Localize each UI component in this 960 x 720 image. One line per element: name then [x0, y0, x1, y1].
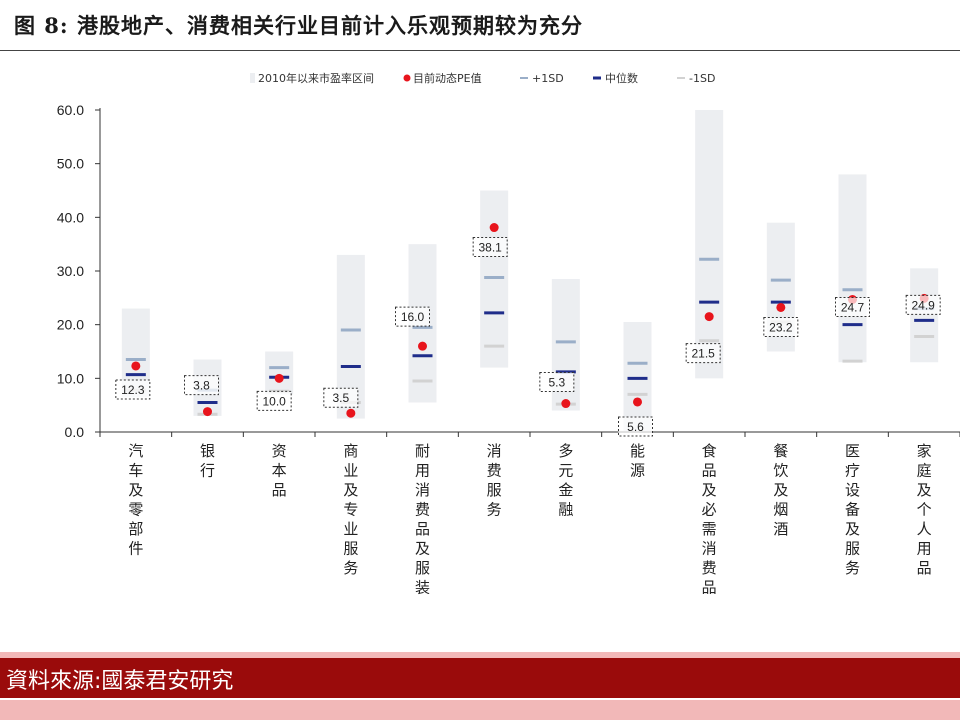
- current-pe-label: 3.5: [332, 391, 349, 405]
- current-pe-label-box: [472, 237, 508, 258]
- legend-label: 中位数: [605, 71, 638, 85]
- category-label: 消费服务: [487, 442, 502, 519]
- current-pe-label: 12.3: [121, 383, 145, 397]
- source-text: 資料來源:國泰君安研究: [6, 669, 234, 694]
- current-pe-point: [418, 341, 427, 351]
- current-pe-label: 10.0: [262, 394, 286, 408]
- category-label: 能源: [630, 442, 645, 480]
- current-pe-label-box: [115, 379, 151, 400]
- current-pe-label: 3.8: [193, 379, 210, 393]
- y-tick-label: 10.0: [57, 370, 84, 386]
- legend-range-swatch: [250, 73, 255, 83]
- current-pe-point: [704, 312, 714, 322]
- legend-label: -1SD: [689, 72, 715, 85]
- current-pe-label: 24.7: [841, 300, 865, 314]
- range-bar: [265, 351, 294, 395]
- range-bar: [695, 110, 724, 379]
- current-pe-label: 5.3: [548, 376, 565, 390]
- current-pe-label-box: [905, 294, 941, 315]
- y-tick-label: 50.0: [57, 156, 84, 172]
- current-pe-label: 21.5: [691, 347, 715, 361]
- category-label: 多元金融: [558, 442, 573, 519]
- y-tick-label: 30.0: [57, 263, 84, 279]
- current-pe-point: [346, 408, 356, 418]
- range-bar: [910, 268, 939, 363]
- current-pe-point: [203, 407, 212, 417]
- category-label: 商业及专业服务: [343, 442, 358, 577]
- current-pe-point: [131, 361, 141, 371]
- category-label: 医疗设备及服务: [845, 442, 860, 577]
- category-label: 餐饮及烟酒: [773, 442, 788, 538]
- current-pe-label-box: [685, 343, 721, 364]
- legend-label: 2010年以来市盈率区间: [258, 71, 374, 85]
- current-pe-label: 24.9: [911, 298, 935, 312]
- current-pe-label: 38.1: [478, 241, 502, 255]
- category-label: 汽车及零部件: [128, 442, 143, 558]
- y-tick-label: 0.0: [65, 424, 85, 440]
- current-pe-label-box: [618, 416, 653, 437]
- legend-label: +1SD: [532, 72, 564, 85]
- source-bar: 資料來源:國泰君安研究: [0, 658, 960, 698]
- category-label: 家庭及个人用品: [917, 442, 932, 577]
- range-bar: [480, 190, 509, 368]
- y-tick-label: 60.0: [57, 102, 84, 118]
- current-pe-label-box: [395, 306, 430, 327]
- pe-range-chart: 60.0 50.0 40.0 30.0 20.0 10.0 0.0 2010年以来市盈率区间 目…: [57, 71, 960, 597]
- chart-title: 图 8: 港股地产、消费相关行业目前计入乐观预期较为充分: [14, 13, 583, 38]
- current-pe-label-box: [323, 387, 359, 408]
- current-pe-point: [274, 373, 284, 383]
- source-band-top: [0, 652, 960, 658]
- category-label: 资本品: [272, 442, 287, 499]
- range-bar: [838, 174, 867, 363]
- category-label: 食品及必需消费品: [702, 442, 717, 597]
- current-pe-label: 16.0: [401, 310, 425, 324]
- category-label: 耐用消费品及服装: [415, 442, 430, 597]
- current-pe-point: [561, 399, 571, 409]
- category-label: 银行: [200, 442, 215, 480]
- current-pe-label-box: [835, 296, 870, 317]
- current-pe-label-box: [256, 390, 292, 411]
- y-tick-label: 40.0: [57, 209, 84, 225]
- current-pe-label-box: [763, 316, 799, 337]
- current-pe-point: [633, 397, 642, 407]
- current-pe-label: 23.2: [769, 320, 793, 334]
- current-pe-label-box: [184, 375, 219, 396]
- legend-current-marker: [403, 74, 411, 82]
- range-bar: [623, 321, 652, 431]
- title-rule: [0, 50, 960, 51]
- current-pe-label: 5.6: [627, 420, 644, 434]
- current-pe-point: [776, 302, 786, 312]
- legend-label: 目前动态PE值: [413, 71, 482, 85]
- current-pe-label-box: [539, 372, 575, 393]
- current-pe-point: [489, 223, 499, 233]
- y-tick-label: 20.0: [57, 317, 84, 333]
- source-band-bottom: [0, 700, 960, 720]
